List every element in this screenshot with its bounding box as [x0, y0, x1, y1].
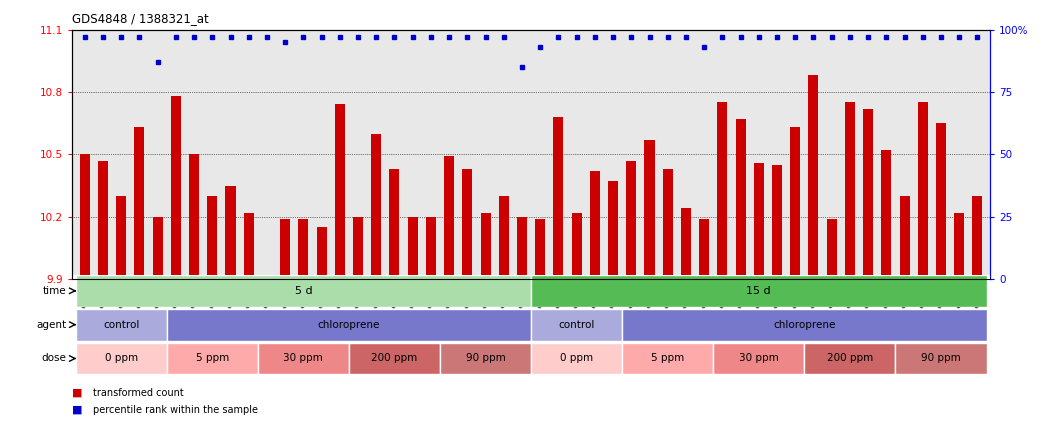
Bar	[353, 217, 363, 279]
Bar	[754, 163, 764, 279]
Bar	[79, 154, 90, 279]
Bar	[281, 219, 290, 279]
Bar	[517, 217, 527, 279]
Bar	[499, 196, 508, 279]
Bar	[772, 165, 782, 279]
Text: transformed count: transformed count	[93, 387, 184, 398]
Bar	[335, 104, 345, 279]
Text: dose: dose	[42, 354, 67, 363]
Text: 200 ppm: 200 ppm	[372, 354, 417, 363]
Bar	[481, 213, 490, 279]
Bar	[623, 343, 714, 374]
Bar	[170, 96, 181, 279]
Text: 5 ppm: 5 ppm	[651, 354, 684, 363]
Bar	[623, 309, 987, 341]
Bar	[134, 127, 144, 279]
Text: ■: ■	[72, 387, 86, 398]
Text: ■: ■	[72, 404, 86, 415]
Bar	[166, 309, 531, 341]
Bar	[881, 150, 892, 279]
Bar	[918, 102, 928, 279]
Text: 90 ppm: 90 ppm	[921, 354, 961, 363]
Bar	[299, 219, 308, 279]
Text: 5 ppm: 5 ppm	[196, 354, 229, 363]
Bar	[426, 217, 436, 279]
Bar	[645, 140, 654, 279]
Bar	[208, 196, 217, 279]
Bar	[954, 213, 964, 279]
Text: control: control	[103, 320, 140, 330]
Text: 0 ppm: 0 ppm	[560, 354, 593, 363]
Bar	[827, 219, 837, 279]
Text: 30 ppm: 30 ppm	[739, 354, 778, 363]
Bar	[257, 343, 348, 374]
Text: control: control	[558, 320, 595, 330]
Bar	[626, 161, 636, 279]
Text: agent: agent	[37, 320, 67, 330]
Text: chloroprene: chloroprene	[773, 320, 836, 330]
Bar	[699, 219, 710, 279]
Bar	[554, 117, 563, 279]
Bar	[348, 343, 439, 374]
Bar	[663, 169, 672, 279]
Bar	[590, 171, 599, 279]
Bar	[736, 119, 746, 279]
Text: time: time	[43, 286, 67, 296]
Bar	[972, 196, 983, 279]
Bar	[116, 196, 126, 279]
Bar	[75, 275, 531, 307]
Bar	[439, 343, 531, 374]
Bar	[244, 213, 254, 279]
Bar	[896, 343, 987, 374]
Text: 90 ppm: 90 ppm	[466, 354, 505, 363]
Bar	[717, 102, 728, 279]
Bar	[166, 343, 257, 374]
Text: 5 d: 5 d	[294, 286, 312, 296]
Bar	[98, 161, 108, 279]
Text: 0 ppm: 0 ppm	[105, 354, 138, 363]
Bar	[863, 109, 873, 279]
Bar	[531, 343, 623, 374]
Bar	[899, 196, 910, 279]
Bar	[714, 343, 805, 374]
Bar	[790, 127, 801, 279]
Text: chloroprene: chloroprene	[318, 320, 380, 330]
Bar	[317, 227, 326, 279]
Bar	[152, 217, 163, 279]
Bar	[226, 186, 235, 279]
Bar	[805, 343, 896, 374]
Bar	[936, 123, 946, 279]
Bar	[572, 213, 581, 279]
Text: GDS4848 / 1388321_at: GDS4848 / 1388321_at	[72, 12, 209, 25]
Bar	[608, 181, 618, 279]
Bar	[372, 134, 381, 279]
Text: 30 ppm: 30 ppm	[284, 354, 323, 363]
Bar	[75, 309, 166, 341]
Bar	[535, 219, 545, 279]
Bar	[190, 154, 199, 279]
Bar	[463, 169, 472, 279]
Bar	[408, 217, 417, 279]
Text: 15 d: 15 d	[747, 286, 771, 296]
Bar	[75, 343, 166, 374]
Bar	[531, 309, 623, 341]
Bar	[531, 275, 987, 307]
Bar	[808, 75, 819, 279]
Bar	[444, 157, 454, 279]
Bar	[390, 169, 399, 279]
Text: 200 ppm: 200 ppm	[827, 354, 873, 363]
Text: percentile rank within the sample: percentile rank within the sample	[93, 404, 258, 415]
Bar	[681, 209, 690, 279]
Bar	[845, 102, 855, 279]
